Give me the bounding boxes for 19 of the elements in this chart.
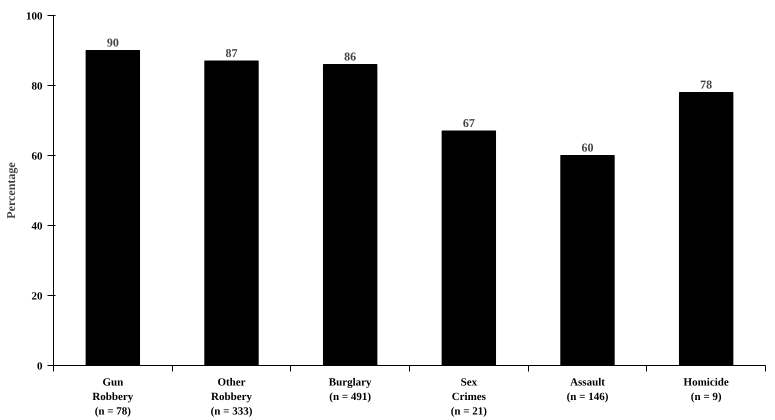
y-tick-label: 20 xyxy=(32,290,43,302)
data-label: 86 xyxy=(344,50,356,64)
x-tick-label: Assault (n = 146) xyxy=(566,376,609,403)
data-label: 60 xyxy=(582,140,594,154)
x-tick-label: Gun Robbery (n = 78) xyxy=(92,376,134,418)
x-tick-label: Homicide (n = 9) xyxy=(684,376,729,403)
data-label: 67 xyxy=(462,116,475,130)
y-tick-label: 40 xyxy=(32,220,43,232)
x-tick-label: Burglary (n = 491) xyxy=(328,376,372,403)
y-tick-label: 60 xyxy=(32,150,43,162)
data-label: 78 xyxy=(700,78,712,92)
y-tick-label: 0 xyxy=(37,360,43,372)
y-tick-label: 80 xyxy=(32,80,43,92)
data-label: 90 xyxy=(106,36,119,50)
x-tick-label: Sex Crimes (n = 21) xyxy=(450,376,488,418)
data-label: 87 xyxy=(226,46,238,60)
y-tick-label: 100 xyxy=(26,10,43,22)
y-axis-title: Percentage xyxy=(4,162,18,219)
x-tick-label: Other Robbery (n = 333) xyxy=(210,376,253,418)
